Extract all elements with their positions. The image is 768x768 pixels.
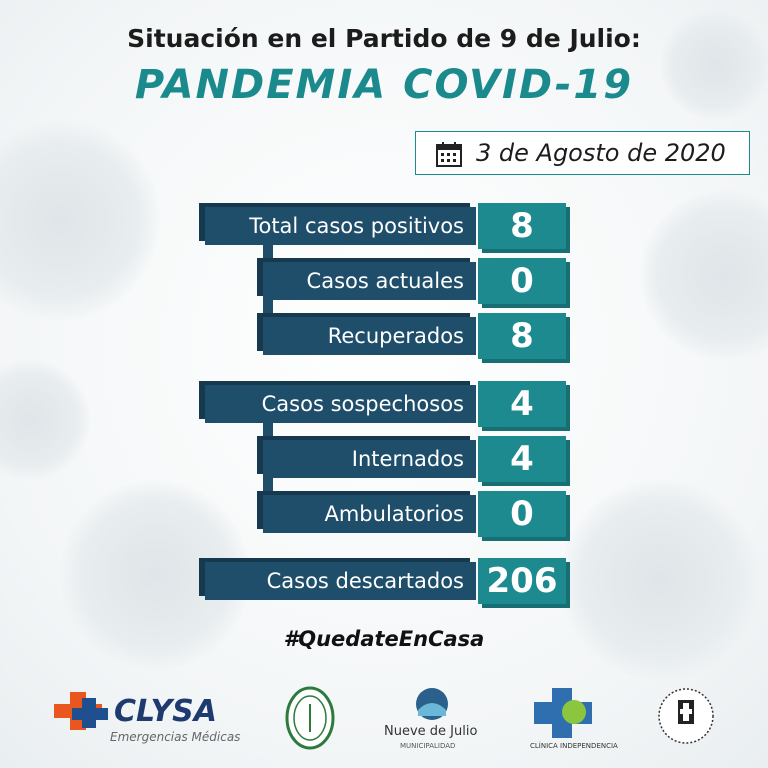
background-virus <box>0 120 160 320</box>
background-virus <box>0 360 90 480</box>
row-label: Casos descartados <box>205 562 476 600</box>
row-value: 0 <box>478 258 566 304</box>
row-value: 4 <box>478 381 566 427</box>
row-value: 8 <box>478 203 566 249</box>
subtitle: PANDEMIA COVID-19 <box>134 62 634 108</box>
circle-logo <box>285 686 335 750</box>
row-value: 4 <box>478 436 566 482</box>
row-value: 0 <box>478 491 566 537</box>
row-value: 8 <box>478 313 566 359</box>
seal-logo <box>658 688 714 744</box>
background-virus <box>660 10 768 120</box>
clinica-name: CLÍNICA INDEPENDENCIA <box>530 742 618 750</box>
cross-icon <box>54 692 108 730</box>
title: Situación en el Partido de 9 de Julio: <box>127 24 641 53</box>
row-label: Total casos positivos <box>205 207 476 245</box>
municipio-icon <box>416 688 448 720</box>
clinica-icon <box>534 688 592 738</box>
row-label: Casos sospechosos <box>205 385 476 423</box>
clysa-name: CLYSA <box>114 694 218 729</box>
date-box: 3 de Agosto de 2020 <box>415 131 750 175</box>
row-value: 206 <box>478 558 566 604</box>
background-virus <box>640 190 768 360</box>
row-label: Internados <box>263 440 476 478</box>
calendar-icon <box>436 142 462 167</box>
background-virus <box>560 480 760 680</box>
row-label: Casos actuales <box>263 262 476 300</box>
municipio-sub: MUNICIPALIDAD <box>400 742 456 750</box>
row-label: Ambulatorios <box>263 495 476 533</box>
date: 3 de Agosto de 2020 <box>476 139 726 167</box>
hashtag: #QuedateEnCasa <box>283 627 485 651</box>
municipio-name: Nueve de Julio <box>384 724 478 739</box>
row-label: Recuperados <box>263 317 476 355</box>
clysa-sub: Emergencias Médicas <box>110 730 241 744</box>
